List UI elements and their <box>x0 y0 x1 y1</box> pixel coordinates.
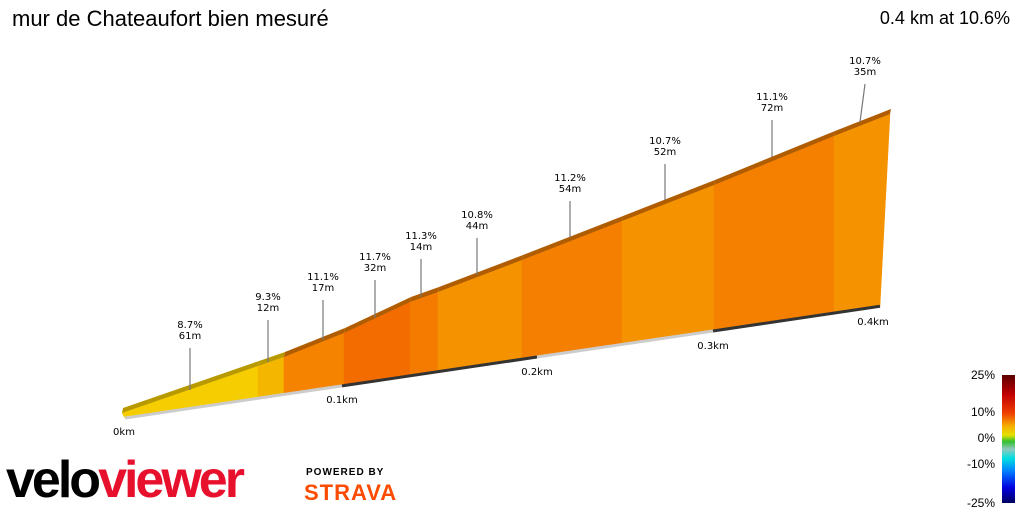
veloviewer-logo: veloviewer <box>6 451 245 509</box>
x-tick-label: 0.1km <box>326 395 357 406</box>
strava-logo: STRAVA <box>304 480 398 505</box>
distance-axis-segment <box>341 355 538 388</box>
x-tick-label: 0.2km <box>521 367 552 378</box>
profile-top-edge <box>622 180 715 221</box>
segment-grade-label: 11.7% <box>359 252 391 263</box>
segment-grade-label: 11.2% <box>554 173 586 184</box>
profile-top-edge <box>284 328 345 357</box>
profile-top-edge <box>438 255 523 292</box>
profile-top-edge <box>410 287 439 302</box>
segment-length-label: 44m <box>466 221 488 232</box>
x-tick-label: 0.3km <box>697 341 728 352</box>
legend-label: 10% <box>971 405 995 419</box>
profile-segment <box>713 135 835 332</box>
segment-grade-label: 10.7% <box>849 56 881 67</box>
segment-length-label: 52m <box>654 147 676 158</box>
segment-length-label: 72m <box>761 103 783 114</box>
segment-summary: 0.4 km at 10.6% <box>879 8 1010 28</box>
segment-grade-label: 8.7% <box>177 320 202 331</box>
segment-grade-label: 9.3% <box>255 292 280 303</box>
segment-length-label: 17m <box>312 283 334 294</box>
legend-label: 0% <box>978 431 996 445</box>
segment-grade-label: 10.7% <box>649 136 681 147</box>
profile-top-edge <box>344 297 411 333</box>
legend-label: -10% <box>967 457 995 471</box>
segment-length-label: 35m <box>854 67 876 78</box>
segment-length-label: 12m <box>257 303 279 314</box>
segment-grade-label: 10.8% <box>461 210 493 221</box>
x-tick-label: 0.4km <box>857 317 888 328</box>
segment-grade-label: 11.3% <box>405 231 437 242</box>
profile-top-edge <box>714 131 835 185</box>
segment-grade-label: 11.1% <box>307 272 339 283</box>
powered-by-label: POWERED BY <box>306 467 385 478</box>
grade-color-legend <box>1002 375 1015 503</box>
profile-segment <box>437 259 523 372</box>
profile-top-edge <box>258 352 285 366</box>
page-title: mur de Chateaufort bien mesuré <box>12 6 329 31</box>
distance-axis-segment <box>124 384 343 420</box>
segment-length-label: 32m <box>364 263 386 274</box>
distance-axis-segment <box>712 304 881 333</box>
distance-axis-segment <box>536 329 714 359</box>
segment-grade-label: 11.1% <box>756 92 788 103</box>
segment-length-label: 14m <box>410 242 432 253</box>
segment-length-label: 54m <box>559 184 581 195</box>
segment-length-label: 61m <box>179 331 201 342</box>
legend-label: -25% <box>967 496 995 510</box>
x-tick-label: 0km <box>113 427 135 438</box>
profile-segment <box>833 113 891 314</box>
profile-segment <box>621 184 715 345</box>
profile-top-edge <box>834 109 891 136</box>
legend-label: 25% <box>971 368 995 382</box>
profile-top-edge <box>522 216 623 260</box>
profile-segment <box>409 291 439 377</box>
profile-segment <box>521 220 623 360</box>
segment-label-leader <box>859 83 866 123</box>
